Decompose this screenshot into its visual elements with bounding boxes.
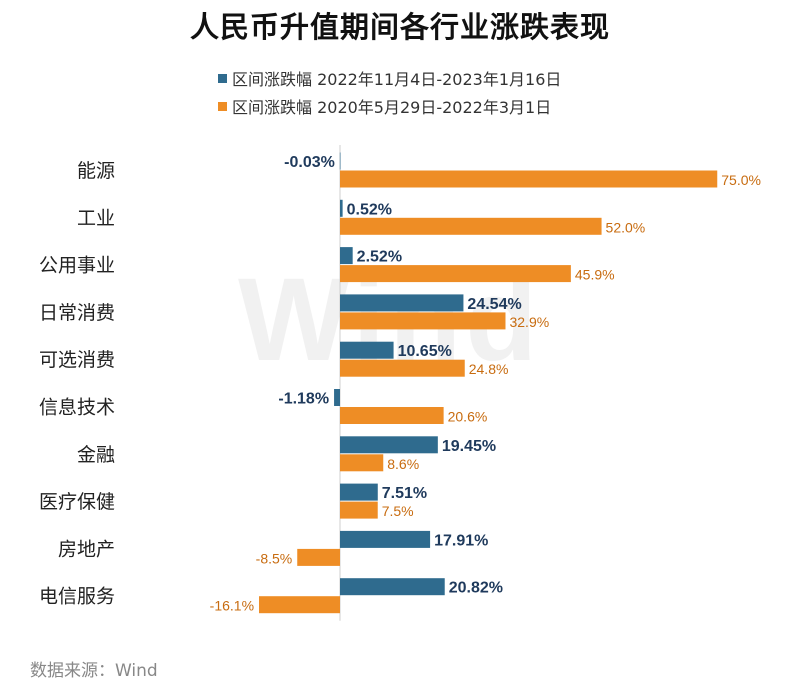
category-label: 工业 (77, 207, 115, 229)
bar-series-1 (340, 341, 394, 359)
bar-series-1 (340, 247, 353, 265)
source-note: 数据来源：Wind (30, 661, 158, 681)
data-label-series-1: 2.52% (357, 249, 402, 266)
category-label: 信息技术 (39, 397, 115, 419)
legend-item-series-1: 区间涨跌幅 2022年11月4日-2023年1月16日 (218, 66, 561, 90)
legend-swatch-series-2 (218, 101, 227, 111)
bar-series-2 (340, 454, 384, 472)
bar-series-2 (340, 407, 444, 424)
data-label-series-1: -1.18% (278, 391, 329, 408)
bar-series-1 (339, 152, 341, 170)
category-label: 电信服务 (39, 586, 115, 608)
data-label-series-2: -16.1% (210, 598, 254, 614)
legend-label-series-1: 区间涨跌幅 2022年11月4日-2023年1月16日 (232, 70, 562, 89)
category-label: 能源 (77, 160, 115, 182)
category-label: 日常消费 (39, 302, 115, 324)
bar-series-2 (340, 170, 718, 188)
data-label-series-1: 0.52% (347, 201, 392, 218)
data-label-series-1: 17.91% (434, 532, 488, 549)
chart-title: 人民币升值期间各行业涨跌表现 (189, 10, 610, 44)
data-label-series-2: 8.6% (387, 456, 419, 472)
bar-series-2 (340, 217, 602, 235)
bar-series-2 (340, 265, 571, 283)
bar-series-1 (340, 294, 464, 312)
category-label: 医疗保健 (39, 491, 115, 513)
bar-series-1 (340, 436, 438, 454)
bar-series-2 (340, 501, 378, 519)
category-label: 公用事业 (39, 255, 115, 277)
legend-label-series-2: 区间涨跌幅 2020年5月29日-2022年3月1日 (232, 98, 552, 117)
data-label-series-1: 10.65% (398, 343, 452, 360)
data-label-series-2: 32.9% (509, 314, 549, 330)
legend-item-series-2: 区间涨跌幅 2020年5月29日-2022年3月1日 (218, 94, 551, 118)
bar-series-1 (340, 530, 431, 548)
data-label-series-1: -0.03% (284, 154, 335, 171)
bar-series-2 (340, 359, 465, 377)
bar-series-2 (340, 312, 506, 330)
data-label-series-2: 52.0% (606, 219, 646, 235)
category-label: 房地产 (58, 538, 115, 560)
data-label-series-1: 19.45% (442, 438, 496, 455)
bar-series-1 (340, 483, 378, 501)
data-label-series-2: 45.9% (575, 267, 615, 283)
data-label-series-2: 75.0% (721, 172, 761, 188)
category-label: 金融 (77, 444, 115, 466)
data-label-series-2: 20.6% (448, 409, 488, 425)
category-label: 可选消费 (39, 349, 115, 371)
legend-swatch-series-1 (218, 73, 227, 83)
bar-series-1 (334, 389, 340, 406)
data-label-series-2: 24.8% (469, 361, 509, 377)
bar-series-1 (340, 199, 343, 217)
data-label-series-1: 24.54% (467, 296, 521, 313)
bar-series-2 (259, 596, 340, 614)
bar-chart: 能源 -0.03% 75.0% 工业 0.52% 52.0% 公用事业 2.52% 45.9% 日… (39, 145, 761, 621)
bar-series-2 (297, 548, 340, 566)
data-label-series-2: -8.5% (256, 550, 293, 566)
bar-series-1 (340, 578, 445, 596)
data-label-series-2: 7.5% (382, 503, 414, 519)
data-label-series-1: 7.51% (382, 485, 427, 502)
data-label-series-1: 20.82% (449, 580, 503, 597)
